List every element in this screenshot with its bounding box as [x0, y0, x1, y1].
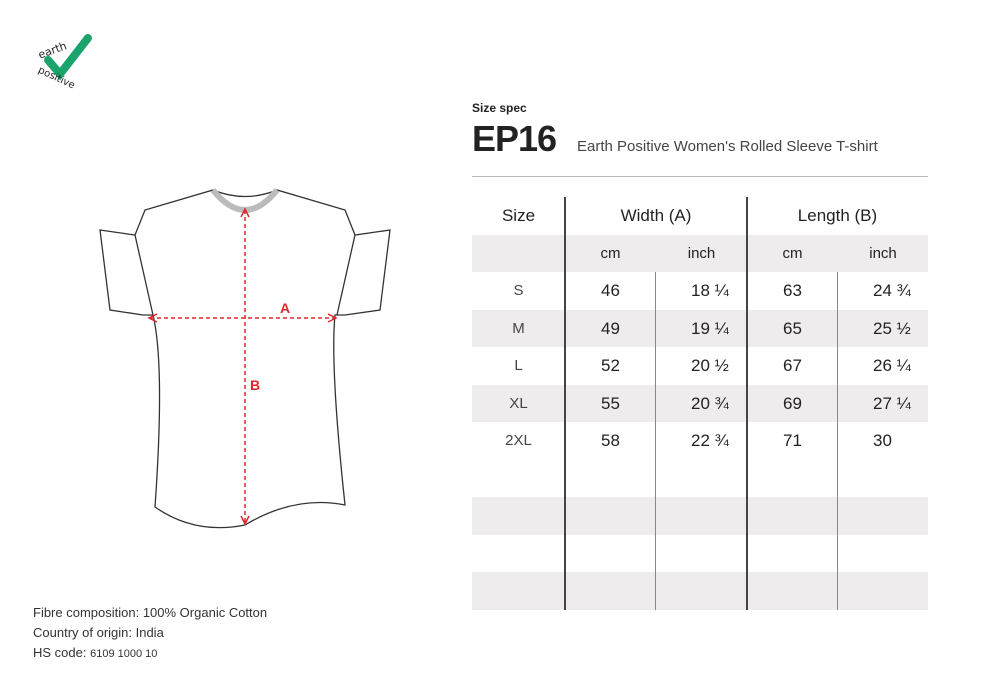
- earth-positive-logo: earth positive: [28, 30, 98, 95]
- size-cell: S: [513, 282, 524, 299]
- width-inch-cell: 18 ¼: [691, 281, 729, 300]
- unit-width-cm: cm: [600, 244, 621, 262]
- label-a: A: [280, 300, 291, 316]
- length-cm-cell: 65: [783, 318, 802, 338]
- length-inch-cell: 26 ¼: [873, 356, 911, 375]
- width-cm-cell: 55: [601, 393, 620, 413]
- fibre-composition: Fibre composition: 100% Organic Cotton: [33, 605, 268, 620]
- header-length: Length (B): [797, 206, 878, 225]
- length-inch-cell: 30: [873, 431, 892, 450]
- table-row: S 46 18 ¼ 63 24 ¾: [472, 272, 928, 310]
- header-width: Width (A): [620, 206, 692, 225]
- width-inch-cell: 19 ¼: [691, 318, 729, 338]
- width-inch-cell: 20 ½: [691, 356, 729, 375]
- table-row: 2XL 58 22 ¾ 71 30: [472, 422, 928, 460]
- length-cm-cell: 71: [783, 431, 802, 450]
- size-cell: 2XL: [505, 432, 532, 449]
- width-inch-cell: 22 ¾: [691, 431, 729, 450]
- table-row: L 52 20 ½ 67 26 ¼: [472, 347, 928, 385]
- divider: [472, 176, 928, 177]
- size-spec-label: Size spec: [472, 101, 527, 115]
- width-cm-cell: 52: [601, 356, 620, 375]
- unit-length-inch: inch: [869, 244, 897, 262]
- unit-length-cm: cm: [782, 244, 803, 262]
- width-cm-cell: 58: [601, 431, 620, 450]
- length-cm-cell: 67: [783, 356, 802, 375]
- tshirt-diagram: A B: [95, 185, 395, 535]
- svg-text:earth: earth: [36, 39, 68, 61]
- hs-code: HS code: 6109 1000 10: [33, 645, 157, 660]
- length-cm-cell: 69: [783, 393, 802, 413]
- product-name: Earth Positive Women's Rolled Sleeve T-s…: [577, 138, 878, 155]
- empty-row: [472, 572, 928, 610]
- length-cm-cell: 63: [783, 281, 802, 300]
- header-row: Size Width (A) Length (B): [472, 197, 928, 235]
- table-row: XL 55 20 ¾ 69 27 ¼: [472, 384, 928, 422]
- unit-width-inch: inch: [687, 244, 716, 262]
- empty-row: [472, 535, 928, 573]
- product-code: EP16: [472, 118, 557, 159]
- country-of-origin: Country of origin: India: [33, 625, 164, 640]
- size-table: Size Width (A) Length (B) cm inch cm inc…: [472, 197, 928, 610]
- empty-row: [472, 497, 928, 535]
- size-cell: L: [514, 357, 523, 374]
- width-cm-cell: 49: [601, 318, 620, 338]
- length-inch-cell: 25 ½: [873, 318, 911, 338]
- empty-row: [472, 460, 928, 498]
- label-b: B: [250, 377, 261, 393]
- hs-code-value: 6109 1000 10: [90, 648, 158, 660]
- size-cell: XL: [509, 394, 528, 412]
- units-row: cm inch cm inch: [472, 234, 928, 272]
- length-inch-cell: 24 ¾: [873, 281, 911, 300]
- table-row: M 49 19 ¼ 65 25 ½: [472, 309, 928, 347]
- hs-code-label: HS code:: [33, 645, 91, 660]
- column-divider: [655, 272, 656, 610]
- column-divider: [746, 197, 748, 610]
- size-cell: M: [512, 319, 525, 337]
- width-cm-cell: 46: [601, 281, 620, 300]
- column-divider: [564, 197, 566, 610]
- header-size: Size: [501, 206, 536, 225]
- width-inch-cell: 20 ¾: [691, 393, 729, 413]
- column-divider: [837, 272, 838, 610]
- length-inch-cell: 27 ¼: [873, 393, 911, 413]
